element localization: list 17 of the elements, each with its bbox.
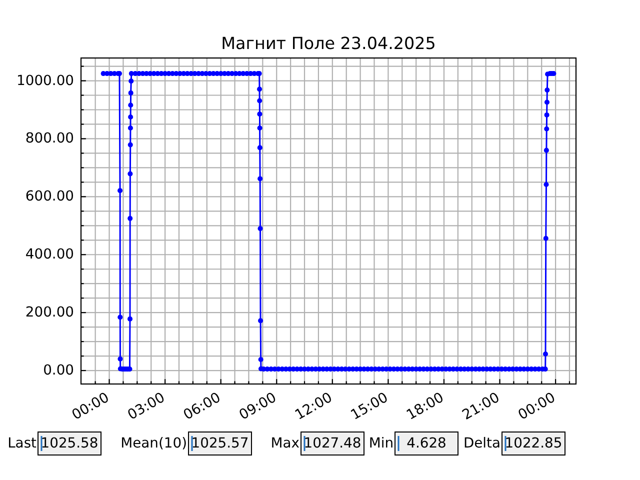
y-tick-label: 800.00 [25, 130, 74, 147]
y-tick-label: 400.00 [25, 246, 74, 263]
text: 1027.48 [304, 436, 362, 452]
y-tick-label: 600.00 [25, 188, 74, 205]
text: 1025.57 [191, 436, 249, 452]
text: 4.628 [406, 436, 446, 452]
text: Delta [463, 436, 500, 452]
text: Max [270, 436, 300, 452]
text: 1025.58 [40, 436, 98, 452]
y-tick-label: 1000.00 [16, 72, 74, 89]
y-tick-label: 200.00 [25, 304, 74, 321]
text: Last [8, 436, 38, 452]
y-tick-label: 0.00 [43, 362, 74, 379]
text: 1022.85 [504, 436, 562, 452]
chart-title: Магнит Поле 23.04.2025 [221, 33, 436, 53]
text: Mean(10) [120, 436, 187, 452]
text: Min [368, 436, 394, 452]
